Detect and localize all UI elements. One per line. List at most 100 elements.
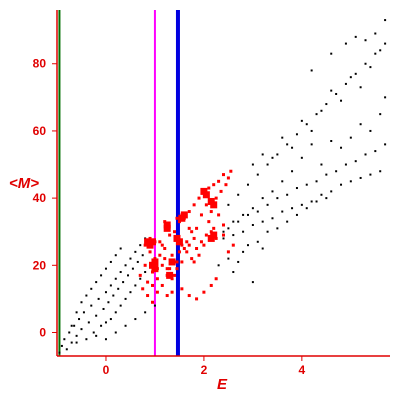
black-point (320, 193, 323, 196)
red-point (185, 250, 189, 254)
black-point (104, 267, 107, 270)
black-point (70, 341, 73, 344)
black-point (276, 227, 279, 230)
black-point (87, 321, 90, 324)
black-point (384, 42, 387, 45)
black-point (217, 264, 220, 267)
black-point (271, 190, 274, 193)
black-point (139, 277, 142, 280)
black-point (95, 281, 98, 284)
black-point (109, 284, 112, 287)
y-tick-label: 80 (33, 57, 47, 71)
red-point (168, 267, 172, 271)
black-point (359, 123, 362, 126)
black-point (379, 49, 382, 52)
black-point (295, 187, 298, 190)
red-point (190, 230, 194, 234)
black-point (344, 82, 347, 85)
red-point (195, 297, 199, 301)
black-point (227, 203, 230, 206)
x-tick-label: 2 (201, 363, 208, 377)
black-point (100, 274, 103, 277)
red-point (197, 196, 201, 200)
black-point (305, 183, 308, 186)
black-point (139, 244, 142, 247)
black-point (119, 304, 122, 307)
black-point (295, 133, 298, 136)
black-point (104, 321, 107, 324)
black-point (122, 281, 125, 284)
black-point (261, 197, 264, 200)
y-axis-label: <M> (9, 175, 39, 192)
red-point (226, 176, 230, 180)
red-point (224, 183, 228, 187)
vertical-lines-group (58, 10, 180, 356)
black-point (75, 311, 78, 314)
x-axis-label: E (217, 376, 228, 393)
red-point (150, 300, 154, 304)
red-point (199, 213, 203, 217)
black-point (261, 247, 264, 250)
black-point (124, 264, 127, 267)
black-point (271, 156, 274, 159)
black-point (100, 324, 103, 327)
black-point (90, 287, 93, 290)
red-point (192, 260, 196, 264)
black-point (359, 86, 362, 89)
black-point (134, 284, 137, 287)
black-point (114, 331, 117, 334)
black-point (124, 324, 127, 327)
red-point (209, 283, 213, 287)
black-point (104, 338, 107, 341)
black-point (310, 143, 313, 146)
black-point (144, 271, 147, 274)
black-point (134, 318, 137, 321)
black-point (349, 76, 352, 79)
red-points-group (138, 169, 235, 304)
black-point (70, 324, 73, 327)
red-point (226, 250, 230, 254)
black-point (379, 113, 382, 116)
black-point (242, 213, 245, 216)
black-point (276, 197, 279, 200)
red-point (175, 216, 179, 220)
red-point (148, 250, 152, 254)
red-point (195, 226, 199, 230)
black-point (119, 247, 122, 250)
black-point (246, 244, 249, 247)
red-point-large (163, 224, 171, 232)
red-point (175, 267, 179, 271)
black-point (335, 92, 338, 95)
black-point (256, 240, 259, 243)
red-point-large (148, 238, 156, 246)
black-point (374, 150, 377, 153)
black-point (97, 297, 100, 300)
black-point (310, 69, 313, 72)
black-point (325, 173, 328, 176)
red-point-large (175, 238, 183, 246)
black-point (330, 190, 333, 193)
black-point (256, 210, 259, 213)
red-point (202, 243, 206, 247)
red-point (168, 233, 172, 237)
black-point (237, 220, 240, 223)
red-point (180, 287, 184, 291)
red-point (138, 273, 142, 277)
black-point (124, 297, 127, 300)
black-point (364, 153, 367, 156)
black-point (305, 207, 308, 210)
black-point (286, 143, 289, 146)
red-point (229, 169, 233, 173)
black-point (266, 203, 269, 206)
red-point (158, 253, 162, 257)
red-point (177, 250, 181, 254)
red-point (155, 277, 159, 281)
red-point (187, 226, 191, 230)
red-point (222, 233, 225, 237)
x-ticks-group: 0 2 4 (103, 356, 306, 377)
black-point (276, 153, 279, 156)
red-point (182, 247, 186, 251)
black-point (330, 140, 333, 143)
black-point (227, 257, 230, 260)
